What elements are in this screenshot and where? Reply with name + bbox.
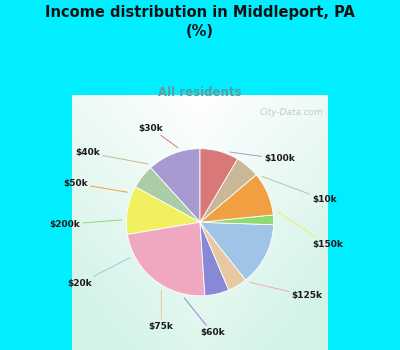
Text: All residents: All residents — [158, 86, 242, 99]
Wedge shape — [200, 222, 274, 280]
Text: $20k: $20k — [67, 258, 130, 288]
Text: $150k: $150k — [277, 211, 343, 249]
Text: Income distribution in Middleport, PA
(%): Income distribution in Middleport, PA (%… — [45, 5, 355, 39]
Text: $10k: $10k — [262, 176, 337, 204]
Text: $75k: $75k — [149, 290, 174, 331]
Wedge shape — [200, 222, 246, 290]
Wedge shape — [200, 175, 273, 222]
Wedge shape — [200, 149, 238, 222]
Text: $200k: $200k — [50, 220, 122, 229]
Wedge shape — [151, 149, 200, 222]
Text: $50k: $50k — [63, 179, 128, 192]
Text: $30k: $30k — [139, 124, 178, 148]
Wedge shape — [200, 215, 274, 225]
Text: $60k: $60k — [184, 298, 224, 337]
Wedge shape — [136, 168, 200, 222]
Text: $40k: $40k — [75, 148, 148, 164]
Wedge shape — [126, 187, 200, 234]
Text: $100k: $100k — [230, 152, 295, 163]
Text: $125k: $125k — [250, 282, 323, 300]
Wedge shape — [200, 159, 256, 222]
Text: City-Data.com: City-Data.com — [259, 108, 323, 117]
Wedge shape — [200, 222, 229, 296]
Wedge shape — [128, 222, 205, 296]
